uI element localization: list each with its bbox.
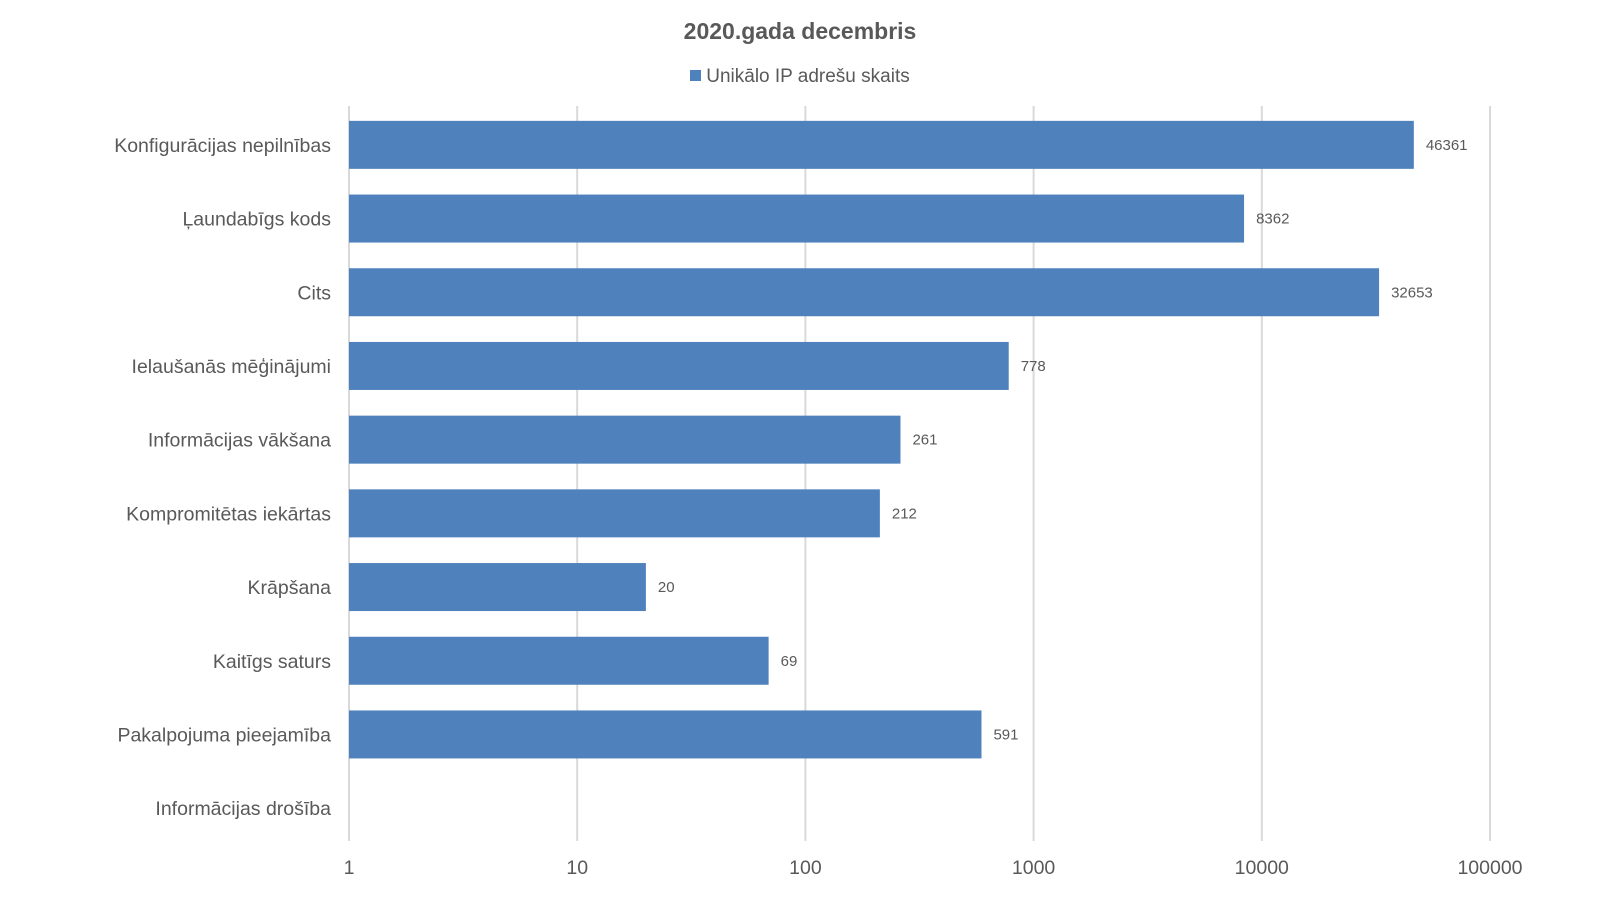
x-tick-label: 1: [344, 857, 355, 879]
x-tick-label: 100: [789, 857, 822, 879]
data-label: 778: [1021, 358, 1046, 375]
x-tick-label: 10000: [1235, 857, 1289, 879]
chart-title: 2020.gada decembris: [683, 18, 917, 44]
x-tick-label: 100000: [1457, 857, 1522, 879]
x-tick-label: 1000: [1012, 857, 1056, 879]
bar: [349, 489, 880, 538]
data-label: 212: [892, 505, 917, 522]
category-label: Ļaundabīgs kods: [182, 209, 331, 231]
bar: [349, 636, 769, 685]
category-label: Informācijas vākšana: [148, 430, 331, 452]
bar: [349, 710, 982, 759]
category-label: Krāpšana: [248, 577, 332, 599]
category-label: Cits: [297, 282, 331, 304]
legend-label: Unikālo IP adrešu skaits: [706, 66, 910, 87]
legend: Unikālo IP adrešu skaits: [0, 66, 1600, 88]
category-label: Kaitīgs saturs: [213, 651, 331, 673]
bar: [349, 415, 901, 464]
bar: [349, 120, 1414, 169]
data-label: 8362: [1256, 211, 1289, 228]
data-label: 261: [912, 432, 937, 449]
category-label: Pakalpojuma pieejamība: [117, 724, 331, 746]
x-tick-label: 10: [566, 857, 588, 879]
bar: [349, 563, 646, 612]
bar: [349, 341, 1009, 390]
data-label: 32653: [1391, 284, 1433, 301]
category-label: Konfigurācijas nepilnības: [114, 135, 331, 157]
category-label: Ielaušanās mēģinājumi: [132, 356, 331, 378]
data-label: 69: [781, 653, 798, 670]
legend-swatch: [690, 70, 702, 81]
bar: [349, 194, 1245, 243]
category-label: Informācijas drošība: [155, 798, 331, 820]
category-label: Kompromitētas iekārtas: [126, 503, 331, 525]
data-label: 46361: [1426, 137, 1468, 154]
data-label: 591: [993, 726, 1018, 743]
data-label: 20: [658, 579, 675, 596]
bar: [349, 268, 1380, 317]
